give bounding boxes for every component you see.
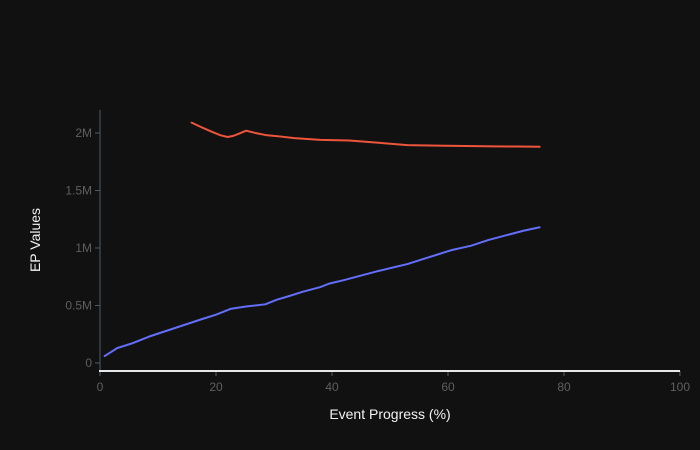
x-tick-label: 60 bbox=[441, 380, 455, 394]
x-tick-label: 20 bbox=[209, 380, 223, 394]
y-tick-label: 0 bbox=[85, 356, 92, 370]
x-tick-label: 0 bbox=[97, 380, 104, 394]
series-line-1 bbox=[190, 121, 541, 148]
y-axis-title: EP Values bbox=[27, 208, 43, 272]
x-tick-label: 40 bbox=[325, 380, 339, 394]
series-line-2 bbox=[103, 226, 541, 358]
x-tick-label: 80 bbox=[557, 380, 571, 394]
series-layer bbox=[103, 121, 541, 358]
x-axis-title: Event Progress (%) bbox=[329, 406, 450, 422]
y-tick-label: 1M bbox=[75, 241, 92, 255]
x-tick-label: 100 bbox=[670, 380, 690, 394]
x-axis-ticks: 0 20 40 60 80 100 bbox=[97, 371, 690, 394]
y-tick-label: 2M bbox=[75, 126, 92, 140]
y-tick-label: 1.5M bbox=[65, 183, 92, 197]
y-tick-label: 0.5M bbox=[65, 298, 92, 312]
y-axis-ticks: 0 0.5M 1M 1.5M 2M bbox=[65, 126, 100, 370]
